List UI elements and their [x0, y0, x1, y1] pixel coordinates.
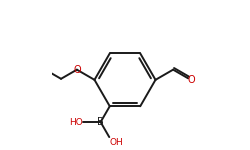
Text: OH: OH	[110, 138, 124, 147]
Text: B: B	[97, 117, 104, 127]
Text: HO: HO	[69, 118, 82, 127]
Text: O: O	[73, 65, 81, 75]
Text: O: O	[188, 75, 195, 85]
